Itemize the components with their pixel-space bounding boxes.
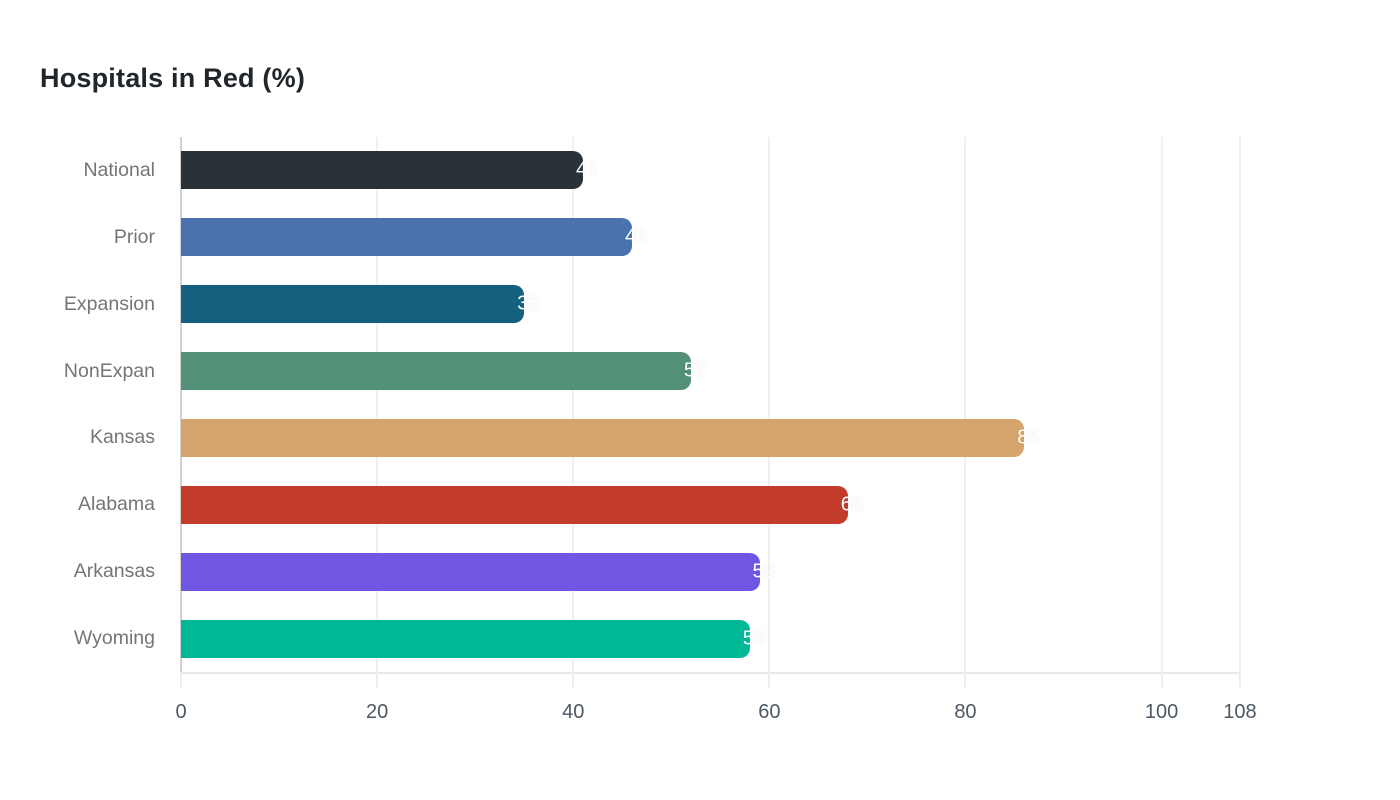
- bar-prior: 46: [181, 218, 647, 257]
- tick-mark-x-20: [376, 672, 379, 688]
- tick-mark-x-60: [768, 672, 771, 688]
- x-axis-tick-labels: 0 20 40 60 80 100 108: [175, 701, 1256, 727]
- category-axis: National Prior Expansion NonExpan Kansas Alab…: [0, 137, 155, 672]
- bars-layer: 41 46 35 52 86 68 59 58: [181, 137, 1240, 672]
- category-label-national: National: [83, 158, 155, 181]
- gridline-x-20: [376, 137, 379, 672]
- bar-national: 41: [181, 151, 598, 190]
- bar-row-national: 41: [181, 137, 1240, 204]
- category-label-wyoming: Wyoming: [73, 627, 155, 650]
- bar-kansas: 86: [181, 418, 1040, 457]
- bar-row-expansion: 35: [181, 271, 1240, 338]
- gridline-x-40: [572, 137, 575, 672]
- bar-value-label: 58: [742, 627, 765, 650]
- category-label-expansion: Expansion: [63, 292, 155, 315]
- category-label-kansas: Kansas: [89, 426, 155, 449]
- bar-value-label: 59: [752, 560, 775, 583]
- chart-title: Hospitals in Red (%): [40, 63, 306, 93]
- bar-row-alabama: 68: [181, 471, 1240, 538]
- bar-arkansas: 59: [181, 552, 775, 591]
- x-tick-label-108: 108: [1223, 701, 1257, 723]
- x-tick-label-40: 40: [562, 701, 585, 723]
- bar-value-label: 86: [1017, 426, 1040, 449]
- bar-alabama: 68: [181, 485, 863, 524]
- gridline-x-60: [768, 137, 771, 672]
- bar-expansion: 35: [181, 285, 539, 324]
- bar-nonexpan: 52: [181, 352, 706, 391]
- bar-wyoming: 58: [181, 619, 765, 658]
- bar-row-prior: 46: [181, 204, 1240, 271]
- category-label-alabama: Alabama: [78, 493, 155, 516]
- x-tick-label-100: 100: [1144, 701, 1179, 723]
- bar-value-label: 68: [840, 493, 864, 516]
- tick-mark-x-80: [964, 672, 967, 688]
- tick-mark-x-40: [572, 672, 575, 688]
- bar-value-label: 52: [683, 359, 707, 382]
- gridline-x-108: [1239, 137, 1241, 672]
- bar-value-label: 41: [576, 158, 599, 181]
- category-label-nonexpan: NonExpan: [63, 359, 155, 382]
- bar-row-wyoming: 58: [181, 605, 1240, 672]
- category-label-arkansas: Arkansas: [73, 560, 155, 583]
- x-axis-line: [181, 672, 1240, 674]
- tick-mark-x-108: [1239, 672, 1241, 688]
- x-tick-label-20: 20: [365, 701, 389, 723]
- x-tick-label-80: 80: [954, 701, 977, 723]
- x-tick-label-0: 0: [175, 701, 187, 723]
- bar-row-arkansas: 59: [181, 538, 1240, 605]
- y-axis-line: [180, 137, 182, 672]
- tick-mark-x-100: [1160, 672, 1163, 688]
- tick-mark-x-0: [180, 672, 182, 688]
- category-label-prior: Prior: [113, 225, 155, 248]
- bar-row-kansas: 86: [181, 405, 1240, 472]
- x-tick-label-60: 60: [758, 701, 781, 723]
- bar-row-nonexpan: 52: [181, 338, 1240, 405]
- bar-value-label: 35: [517, 292, 540, 315]
- plot-area: 41 46 35 52 86 68 59 58: [180, 137, 1241, 688]
- gridline-x-80: [964, 137, 967, 672]
- gridline-x-100: [1160, 137, 1163, 672]
- bar-value-label: 46: [625, 225, 648, 248]
